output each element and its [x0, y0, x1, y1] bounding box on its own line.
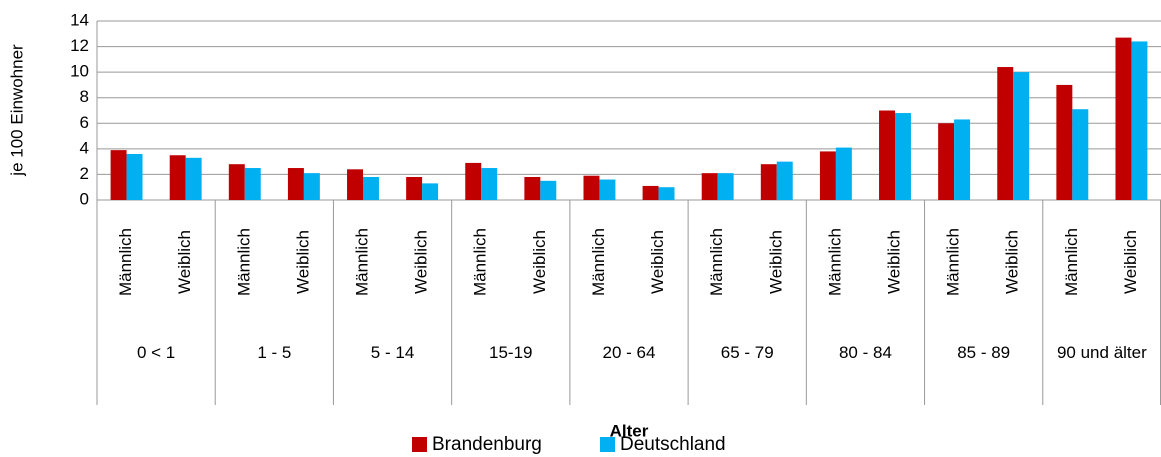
y-tick-label: 4 [80, 138, 89, 157]
y-axis-label: je 100 Einwohner [7, 44, 26, 177]
x-axis-label: Alter [610, 421, 649, 440]
bar [1072, 109, 1089, 200]
bar [701, 173, 718, 200]
x-tick-label: Weiblich [530, 230, 549, 294]
bar [819, 151, 836, 200]
legend-label: Deutschland [620, 434, 726, 455]
group-label: 85 - 89 [957, 343, 1011, 362]
bar [126, 153, 143, 200]
x-tick-label: Weiblich [884, 230, 903, 294]
bar [481, 168, 498, 200]
y-tick-label: 0 [80, 189, 89, 208]
x-tick-label: Weiblich [648, 230, 667, 294]
bar [185, 157, 202, 200]
bar [1115, 37, 1132, 200]
bar [658, 187, 675, 200]
legend-swatch [412, 437, 427, 452]
x-tick-label: Weiblich [293, 230, 312, 294]
bar [406, 176, 423, 200]
group-label: 80 - 84 [838, 343, 892, 362]
bar [760, 164, 777, 200]
x-tick-label: Männlich [707, 228, 726, 296]
x-tick-label: Männlich [825, 228, 844, 296]
x-tick-label: Männlich [589, 228, 608, 296]
y-tick-label: 12 [70, 36, 89, 55]
group-label: 1 - 5 [257, 343, 292, 362]
x-tick-label: Weiblich [1003, 230, 1022, 294]
group-label: 0 < 1 [136, 343, 176, 362]
bar [642, 185, 659, 200]
bar [895, 113, 911, 200]
x-tick-label: Weiblich [766, 230, 785, 294]
bar [583, 175, 600, 200]
x-tick-label: Männlich [944, 228, 963, 296]
bar [422, 183, 439, 200]
x-tick-label: Weiblich [412, 230, 431, 294]
bar [228, 164, 245, 200]
bar [938, 123, 955, 200]
y-tick-label: 6 [80, 113, 89, 132]
bar [244, 168, 261, 200]
x-tick-label: Männlich [116, 228, 135, 296]
bar [465, 162, 482, 200]
group-label: 90 und älter [1056, 343, 1147, 362]
bar [954, 119, 971, 200]
bar [776, 161, 793, 200]
bar [879, 110, 895, 200]
group-label: 65 - 79 [720, 343, 774, 362]
y-tick-label: 2 [80, 164, 89, 183]
bar [835, 147, 852, 200]
y-tick-label: 8 [80, 87, 89, 106]
x-tick-label: Weiblich [175, 230, 194, 294]
y-tick-label: 14 [70, 10, 89, 29]
bar [363, 176, 379, 200]
x-tick-label: Männlich [1062, 228, 1081, 296]
bar [599, 179, 616, 200]
group-label: 15-19 [489, 343, 533, 362]
group-label: 20 - 64 [602, 343, 656, 362]
bar [524, 176, 541, 200]
bar [169, 155, 186, 200]
legend-swatch [600, 437, 615, 452]
bar [1056, 84, 1073, 200]
x-tick-label: Männlich [234, 228, 253, 296]
bar [303, 173, 320, 200]
bar [540, 180, 557, 200]
bar [1013, 72, 1030, 200]
bar [110, 150, 127, 200]
group-label: 5 - 14 [370, 343, 415, 362]
bar [347, 169, 363, 200]
bar [717, 173, 734, 200]
x-tick-label: Männlich [471, 228, 490, 296]
y-tick-label: 10 [70, 62, 89, 81]
bar [997, 67, 1014, 201]
x-tick-label: Weiblich [1121, 230, 1140, 294]
legend-label: Brandenburg [432, 434, 542, 455]
x-tick-label: Männlich [352, 228, 371, 296]
bar [287, 168, 304, 200]
bar [1131, 41, 1148, 201]
